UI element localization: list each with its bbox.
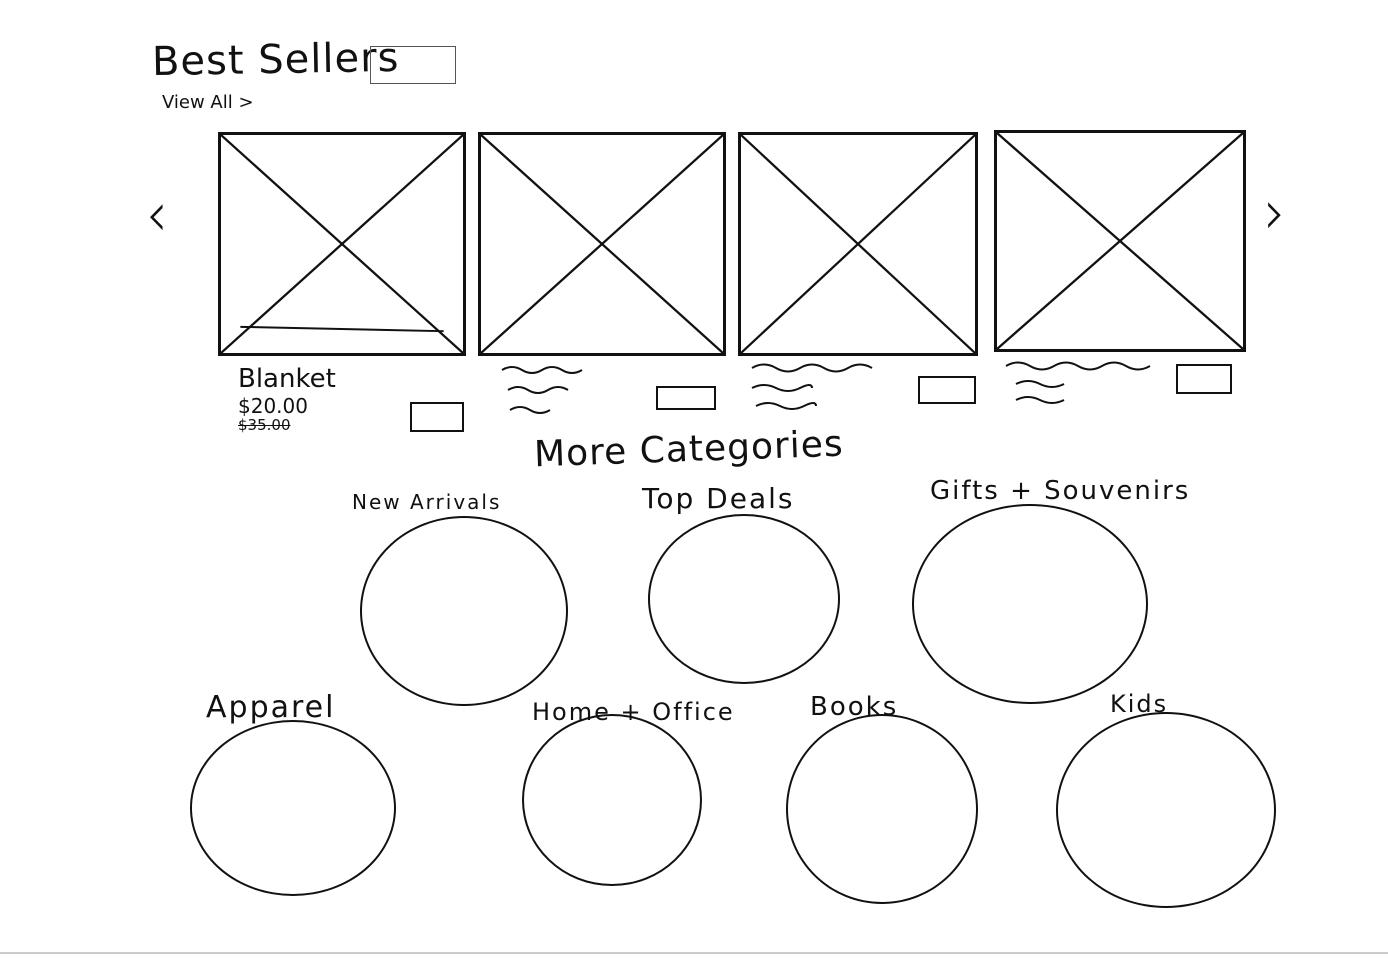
category-circle-apparel[interactable] bbox=[190, 720, 396, 896]
product-image-placeholder[interactable] bbox=[478, 132, 726, 356]
category-label-gifts-souvenirs[interactable]: Gifts + Souvenirs bbox=[930, 476, 1191, 506]
add-to-cart-button[interactable] bbox=[656, 386, 716, 410]
more-categories-title: More Categories bbox=[533, 423, 845, 476]
category-circle-home-office[interactable] bbox=[522, 714, 702, 886]
product-text-squiggle-icon bbox=[1005, 361, 1151, 404]
category-label-top-deals[interactable]: Top Deals bbox=[642, 482, 795, 515]
category-circle-kids[interactable] bbox=[1056, 712, 1276, 908]
carousel-next-arrow-icon[interactable]: › bbox=[1264, 176, 1286, 249]
product-name[interactable]: Blanket bbox=[238, 364, 336, 394]
product-image-placeholder[interactable] bbox=[218, 132, 466, 356]
add-to-cart-button[interactable] bbox=[410, 402, 464, 432]
product-image-placeholder[interactable] bbox=[738, 132, 978, 356]
category-label-apparel[interactable]: Apparel bbox=[206, 690, 336, 725]
category-circle-top-deals[interactable] bbox=[648, 514, 840, 684]
add-to-cart-button[interactable] bbox=[1176, 364, 1232, 394]
product-old-price: $35.00 bbox=[238, 416, 291, 434]
image-placeholder-icon bbox=[741, 135, 975, 353]
product-image-placeholder[interactable] bbox=[994, 130, 1246, 352]
image-placeholder-icon bbox=[481, 135, 723, 353]
add-to-cart-button[interactable] bbox=[918, 376, 976, 404]
carousel-prev-arrow-icon[interactable]: ‹ bbox=[146, 178, 168, 251]
page-bottom-edge bbox=[0, 952, 1388, 954]
category-circle-books[interactable] bbox=[786, 714, 978, 904]
category-label-new-arrivals[interactable]: New Arrivals bbox=[352, 490, 502, 514]
product-text-squiggle-icon bbox=[501, 366, 583, 414]
best-sellers-title: Best Sellers bbox=[151, 34, 400, 86]
category-circle-gifts-souvenirs[interactable] bbox=[912, 504, 1148, 704]
product-text-squiggle-icon bbox=[751, 363, 873, 410]
view-all-link[interactable]: View All > bbox=[162, 92, 254, 113]
image-placeholder-icon bbox=[221, 135, 463, 353]
product-price: $20.00 bbox=[238, 394, 308, 418]
image-placeholder-icon bbox=[997, 133, 1243, 349]
category-circle-new-arrivals[interactable] bbox=[360, 516, 568, 706]
header-placeholder-box bbox=[370, 46, 456, 84]
